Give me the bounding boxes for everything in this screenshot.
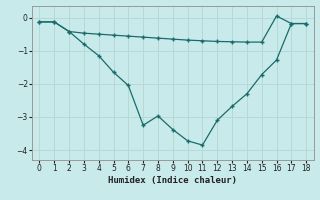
X-axis label: Humidex (Indice chaleur): Humidex (Indice chaleur) (108, 176, 237, 185)
